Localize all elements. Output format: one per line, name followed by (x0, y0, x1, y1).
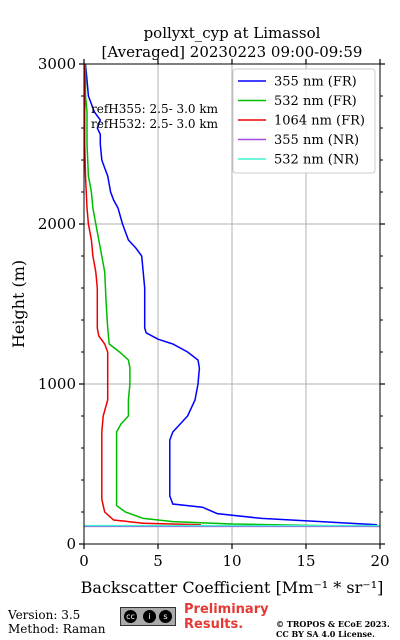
x-tick-label-4: 20 (370, 552, 389, 570)
cc-icon: cc (124, 610, 137, 623)
copyright-notice: © TROPOS & ECoE 2023. CC BY SA 4.0 Licen… (276, 619, 390, 639)
y-tick-label-3: 3000 (38, 55, 76, 73)
y-axis-label: Height (m) (9, 260, 28, 348)
cc-license-badge: cc i s (120, 607, 176, 626)
version-label: Version: 3.5 (8, 608, 81, 622)
y-tick-label-0: 0 (66, 535, 76, 553)
chart-title-line1: pollyxt_cyp at Limassol (144, 24, 321, 42)
annotation-refh355: refH355: 2.5- 3.0 km (91, 102, 219, 116)
copyright-line1: © TROPOS & ECoE 2023. (276, 619, 390, 629)
x-tick-label-1: 5 (153, 552, 163, 570)
preliminary-notice: Preliminary Results. (184, 602, 269, 632)
legend-label-4: 532 nm (NR) (274, 153, 359, 168)
copyright-line2: CC BY SA 4.0 License. (276, 629, 375, 639)
x-tick-label-2: 10 (222, 552, 241, 570)
legend-box (232, 68, 376, 174)
legend-label-2: 1064 nm (FR) (274, 114, 365, 129)
x-tick-label-3: 15 (296, 552, 315, 570)
legend-label-3: 355 nm (NR) (274, 133, 359, 148)
chart-title-line2: [Averaged] 20230223 09:00-09:59 (102, 43, 363, 61)
preliminary-line1: Preliminary (184, 602, 269, 617)
legend-label-0: 355 nm (FR) (274, 75, 357, 90)
preliminary-line2: Results. (184, 617, 244, 632)
method-label: Method: Raman (8, 622, 106, 636)
annotation-refh532: refH532: 2.5- 3.0 km (91, 117, 219, 131)
ticks: 0 5 10 15 20 0 1000 2000 3000 (38, 55, 390, 570)
x-tick-label-0: 0 (79, 552, 89, 570)
series-line-0 (84, 63, 378, 526)
legend-label-1: 532 nm (FR) (274, 94, 357, 109)
series-line-1 (84, 64, 381, 528)
x-axis-label: Backscatter Coefficient [Mm⁻¹ * sr⁻¹] (81, 578, 384, 597)
legend: 355 nm (FR) 532 nm (FR) 1064 nm (FR) 355 nm… (232, 68, 376, 174)
series-line-2 (83, 64, 201, 526)
series-layer (83, 63, 381, 528)
by-icon: i (143, 610, 156, 623)
y-tick-label-1: 1000 (38, 375, 76, 393)
y-tick-label-2: 2000 (38, 215, 76, 233)
sa-icon: s (159, 610, 172, 623)
